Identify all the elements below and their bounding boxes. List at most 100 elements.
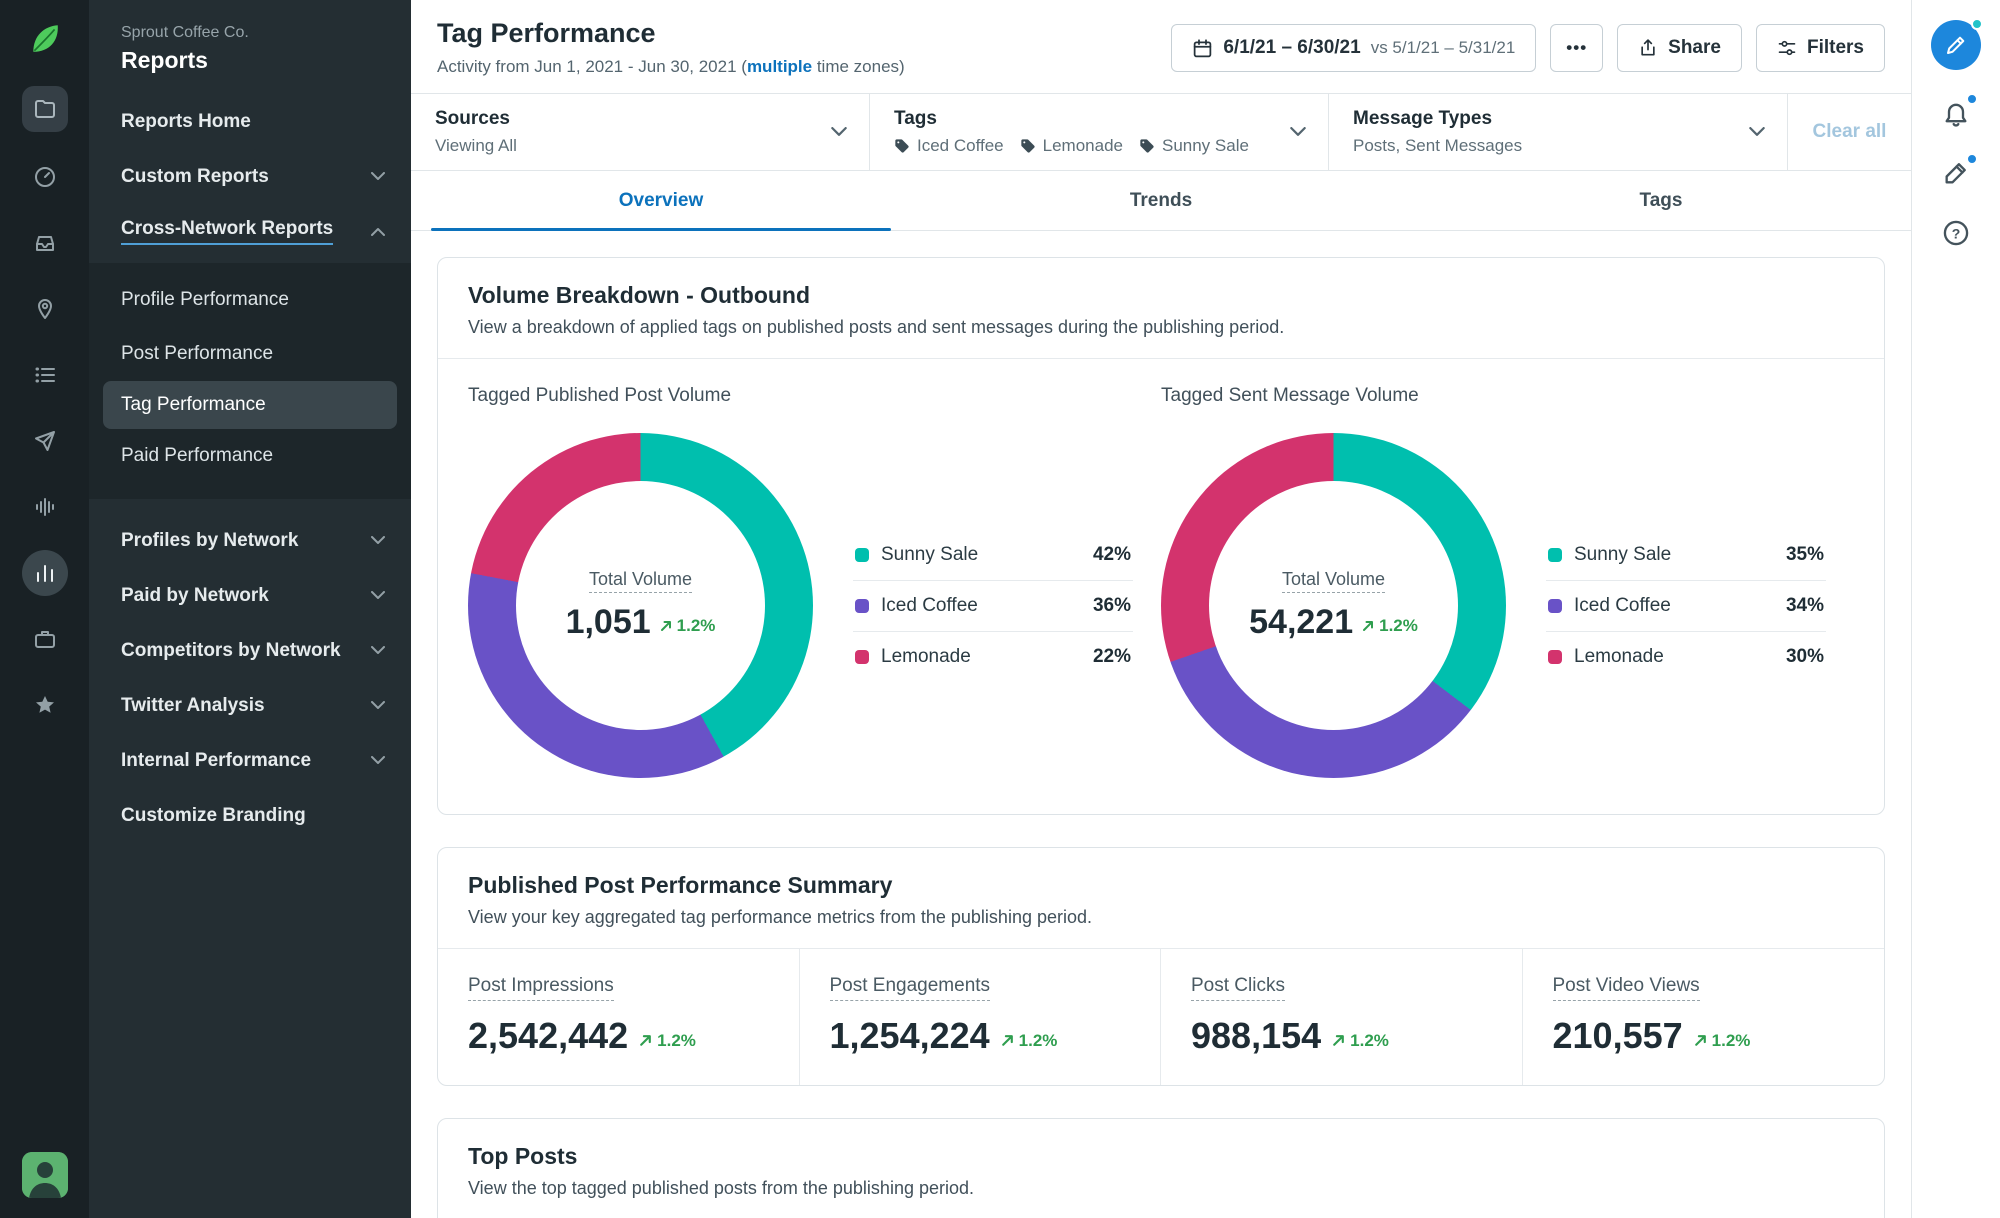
tab-overview[interactable]: Overview (431, 171, 891, 231)
tag-icon (895, 139, 909, 153)
global-nav-rail (0, 0, 89, 1218)
legend-percent: 34% (1785, 594, 1824, 616)
sidebar-item-label: Profiles by Network (121, 529, 299, 551)
sidebar-item-paid-performance[interactable]: Paid Performance (89, 429, 411, 483)
increase-arrow-icon (1001, 1035, 1013, 1046)
notification-dot (1966, 93, 1978, 105)
page-subtitle: Activity from Jun 1, 2021 - Jun 30, 2021… (437, 57, 905, 77)
donut-chart: Total Volume 54,221 1.2% (1161, 433, 1506, 778)
metric-value-row: 1,254,224 1.2% (830, 1015, 1131, 1057)
ellipsis-icon: ••• (1566, 38, 1588, 57)
chevron-down-icon (371, 172, 385, 180)
top-posts-card: Top Posts View the top tagged published … (437, 1118, 1885, 1218)
selected-tags: Iced Coffee Lemonade Sunny Sale (894, 136, 1274, 156)
chart-row: Total Volume 54,221 1.2% (1161, 433, 1854, 778)
page-title: Tag Performance (437, 18, 656, 48)
delta-badge: 1.2% (659, 616, 716, 636)
multiple-timezones-link[interactable]: multiple (746, 57, 813, 76)
list-button[interactable] (22, 352, 68, 398)
more-options-button[interactable]: ••• (1550, 24, 1604, 72)
delta-badge: 1.2% (638, 1031, 696, 1051)
metric-value-row: 2,542,442 1.2% (468, 1015, 769, 1057)
card-title: Volume Breakdown - Outbound (468, 282, 811, 308)
pin-button[interactable] (22, 286, 68, 332)
tag-name: Lemonade (1042, 136, 1123, 155)
tag-name: Sunny Sale (1161, 136, 1249, 155)
sidebar-item-profile-performance[interactable]: Profile Performance (89, 273, 411, 327)
sidebar-item-custom-reports[interactable]: Custom Reports (89, 149, 411, 204)
volume-breakdown-body: Tagged Published Post Volume Total Volum… (438, 359, 1884, 814)
chart-title: Tagged Sent Message Volume (1161, 385, 1419, 406)
employee-advocacy-button[interactable] (22, 616, 68, 662)
sidebar-item-competitors-by-network[interactable]: Competitors by Network (89, 623, 411, 678)
filters-label: Filters (1806, 37, 1864, 58)
metric-post-video-views: Post Video Views 210,557 1.2% (1523, 949, 1885, 1085)
metric-label: Post Clicks (1191, 975, 1285, 1001)
feedback-pencil-icon (1945, 163, 1966, 184)
inbox-button[interactable] (22, 220, 68, 266)
sidebar-item-customize-branding[interactable]: Customize Branding (89, 788, 411, 843)
metric-post-impressions: Post Impressions 2,542,442 1.2% (438, 949, 800, 1085)
chevron-down-icon (371, 701, 385, 709)
listening-button[interactable] (22, 484, 68, 530)
donut-chart: Total Volume 1,051 1.2% (468, 433, 813, 778)
legend-swatch (855, 649, 869, 664)
filter-bar: Sources Viewing All Tags Iced Coffee Lem… (411, 93, 1911, 171)
folder-button[interactable] (21, 86, 68, 132)
favorites-button[interactable] (22, 682, 68, 728)
metric-value: 988,154 (1191, 1015, 1322, 1056)
sidebar-item-post-performance[interactable]: Post Performance (89, 327, 411, 381)
delta-badge: 1.2% (1361, 616, 1418, 636)
card-title: Top Posts (468, 1143, 578, 1169)
card-header: Volume Breakdown - Outbound View a break… (438, 258, 1884, 359)
tab-trends[interactable]: Trends (1129, 189, 1193, 211)
sidebar-item-twitter-analysis[interactable]: Twitter Analysis (89, 678, 411, 733)
delta-value: 1.2% (676, 616, 716, 635)
user-avatar[interactable] (21, 1152, 68, 1198)
share-button[interactable]: Share (1617, 24, 1742, 72)
sidebar-item-label: Competitors by Network (121, 639, 341, 661)
metric-label: Post Engagements (829, 975, 991, 1001)
date-range-button[interactable]: 6/1/21 – 6/30/21 vs 5/1/21 – 5/31/21 (1171, 24, 1537, 72)
help-button[interactable]: ? (1939, 216, 1973, 250)
published-post-volume-chart: Tagged Published Post Volume Total Volum… (468, 385, 1161, 778)
legend-label: Iced Coffee (1574, 594, 1671, 616)
sidebar-item-paid-by-network[interactable]: Paid by Network (89, 568, 411, 623)
card-description: View your key aggregated tag performance… (468, 907, 1092, 927)
chart-title: Tagged Published Post Volume (468, 385, 732, 406)
legend-row: Iced Coffee 34% (1546, 581, 1826, 632)
sidebar-item-profiles-by-network[interactable]: Profiles by Network (89, 513, 411, 568)
total-volume-label: Total Volume (588, 569, 693, 593)
dashboard-button[interactable] (22, 154, 68, 200)
clear-all-link[interactable]: Clear all (1812, 121, 1887, 142)
sidebar-item-reports-home[interactable]: Reports Home (89, 94, 411, 149)
sources-filter[interactable]: Sources Viewing All (411, 94, 870, 170)
star-icon (35, 696, 54, 713)
tags-filter[interactable]: Tags Iced Coffee Lemonade Sunny Sale (870, 94, 1329, 170)
tags-label: Tags (894, 108, 937, 129)
subtitle-text: Activity from Jun 1, 2021 - Jun 30, 2021… (437, 57, 747, 76)
legend-percent: 42% (1092, 543, 1131, 565)
sprout-logo[interactable] (22, 16, 68, 62)
paper-plane-icon (34, 431, 55, 451)
total-volume-row: 1,051 1.2% (566, 603, 716, 642)
compose-button[interactable] (1931, 18, 1983, 70)
feedback-button[interactable] (1939, 153, 1978, 190)
message-types-label: Message Types (1353, 108, 1493, 129)
tab-tags[interactable]: Tags (1639, 189, 1683, 211)
chart-legend: Sunny Sale 35% Iced Coffee 34% (1546, 530, 1826, 682)
message-types-filter[interactable]: Message Types Posts, Sent Messages (1329, 94, 1788, 170)
tag-chip: Iced Coffee (894, 136, 1004, 156)
increase-arrow-icon (1363, 621, 1374, 631)
publishing-button[interactable] (22, 418, 68, 464)
sidebar-item-internal-performance[interactable]: Internal Performance (89, 733, 411, 788)
tag-chip: Lemonade (1020, 136, 1123, 156)
sidebar-item-tag-performance[interactable]: Tag Performance (103, 381, 397, 429)
tag-chip: Sunny Sale (1139, 136, 1249, 156)
legend-row: Lemonade 30% (1546, 632, 1826, 682)
sidebar-item-cross-network-reports[interactable]: Cross-Network Reports (89, 204, 411, 259)
filters-button[interactable]: Filters (1755, 24, 1885, 72)
notifications-button[interactable] (1939, 93, 1978, 130)
reports-button[interactable] (21, 550, 68, 596)
increase-arrow-icon (640, 1035, 652, 1046)
